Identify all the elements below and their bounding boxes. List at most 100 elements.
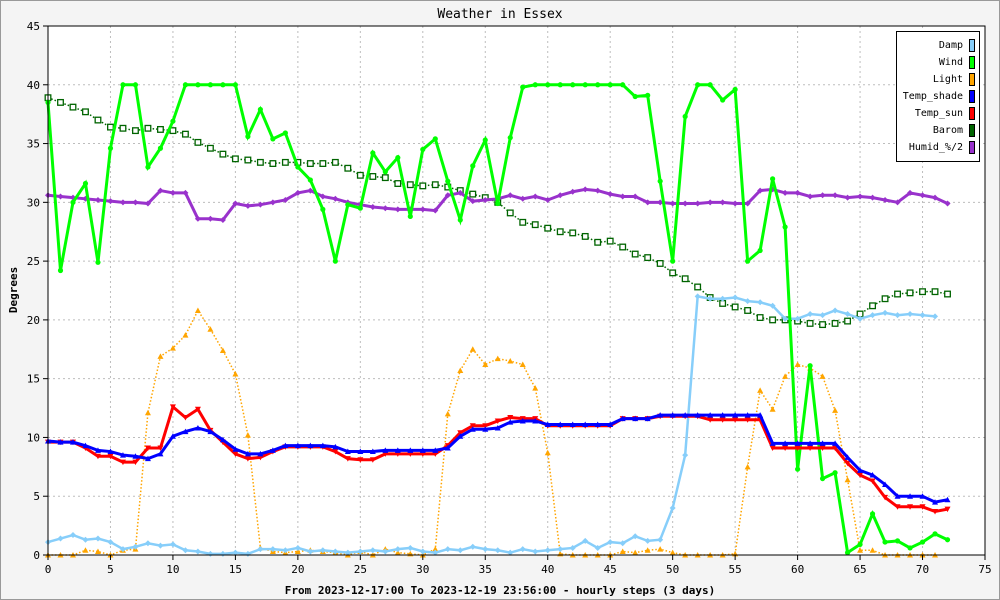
data-point — [432, 447, 439, 453]
data-point — [932, 509, 939, 515]
data-point — [669, 200, 676, 207]
data-point — [869, 312, 876, 319]
data-point — [557, 546, 564, 553]
data-point — [407, 544, 414, 551]
data-point — [732, 412, 739, 418]
data-point — [144, 445, 151, 452]
data-point — [57, 439, 64, 445]
data-point — [507, 135, 513, 141]
data-point — [357, 548, 364, 555]
data-point — [632, 193, 639, 200]
data-point — [857, 315, 864, 322]
data-point — [469, 426, 476, 432]
data-point — [769, 316, 777, 324]
data-point — [844, 194, 851, 201]
data-point — [369, 547, 376, 554]
data-point — [944, 506, 951, 513]
data-point — [869, 472, 876, 478]
data-point — [832, 192, 839, 199]
data-point — [819, 475, 826, 482]
data-point — [482, 196, 489, 203]
data-point — [757, 187, 764, 194]
data-point — [169, 433, 176, 439]
legend-swatch — [969, 39, 975, 52]
data-point — [795, 466, 801, 472]
data-point — [107, 198, 114, 205]
data-point — [94, 535, 101, 542]
data-point — [707, 417, 714, 423]
data-point — [207, 428, 214, 435]
data-point — [419, 182, 427, 190]
data-point — [457, 217, 463, 223]
data-point — [369, 173, 377, 180]
data-point — [469, 543, 476, 550]
data-point — [782, 315, 789, 322]
legend-item: Temp_shade — [903, 88, 975, 105]
data-point — [394, 206, 401, 213]
data-point — [394, 546, 401, 553]
data-point — [682, 200, 689, 207]
data-point — [507, 414, 514, 421]
data-point — [369, 457, 376, 463]
data-point — [682, 412, 689, 418]
x-tick-label: 30 — [416, 563, 429, 576]
data-point — [119, 546, 126, 553]
data-point — [407, 213, 413, 220]
data-point — [194, 406, 201, 413]
data-point — [532, 82, 538, 88]
data-point — [169, 345, 176, 351]
data-point — [194, 425, 201, 431]
data-point — [319, 160, 327, 167]
data-point — [220, 82, 226, 88]
data-point — [707, 199, 714, 206]
data-point — [757, 412, 764, 418]
x-tick-label: 5 — [107, 563, 114, 576]
data-point — [332, 443, 339, 450]
data-point — [119, 124, 127, 132]
data-point — [182, 428, 189, 435]
x-tick-label: 75 — [978, 563, 991, 576]
data-point — [132, 543, 139, 550]
data-point — [894, 538, 901, 544]
data-point — [594, 544, 601, 551]
data-point — [832, 307, 839, 314]
data-point — [432, 546, 439, 552]
data-point — [682, 113, 688, 120]
data-point — [807, 193, 814, 200]
data-point — [619, 415, 626, 422]
data-point — [494, 355, 501, 362]
data-point — [907, 493, 914, 499]
data-point — [632, 533, 639, 540]
data-point — [819, 445, 826, 452]
data-point — [695, 82, 701, 88]
data-point — [507, 549, 514, 556]
legend-label: Barom — [932, 125, 963, 136]
x-tick-label: 35 — [479, 563, 492, 576]
data-point — [332, 548, 339, 555]
data-point — [644, 537, 651, 544]
data-point — [219, 347, 226, 353]
legend-swatch — [969, 124, 975, 137]
series-layer — [44, 82, 951, 558]
data-point — [657, 412, 664, 418]
data-point — [281, 158, 289, 166]
data-point — [145, 164, 151, 170]
data-point — [894, 493, 901, 499]
data-point — [931, 288, 939, 296]
data-point — [894, 199, 901, 206]
data-point — [357, 205, 363, 211]
data-point — [482, 361, 489, 368]
data-point — [244, 450, 251, 457]
x-tick-label: 55 — [729, 563, 742, 576]
data-point — [294, 544, 301, 551]
data-point — [332, 195, 339, 202]
data-point — [794, 189, 801, 196]
data-point — [257, 450, 264, 457]
data-point — [919, 504, 926, 510]
data-point — [157, 450, 164, 457]
data-point — [556, 228, 564, 236]
data-point — [669, 412, 676, 418]
data-point — [307, 442, 314, 449]
data-point — [144, 455, 151, 462]
data-point — [194, 307, 201, 313]
